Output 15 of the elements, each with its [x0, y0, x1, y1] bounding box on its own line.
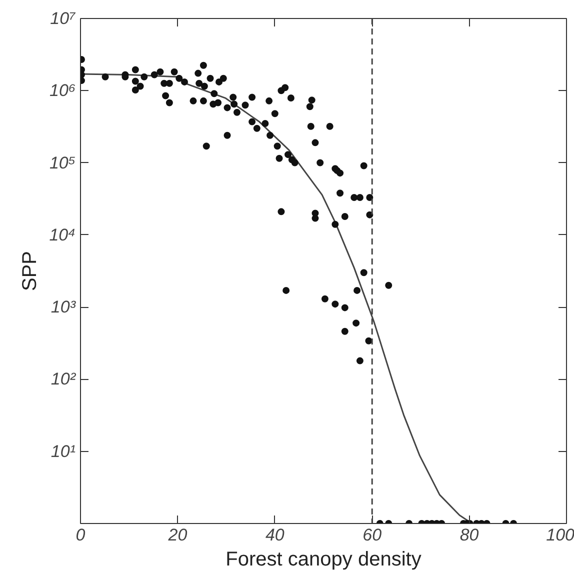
y-tick-label: 10² [50, 370, 77, 389]
x-tick-label: 80 [460, 526, 480, 544]
y-tick-label: 10⁷ [50, 9, 76, 28]
x-axis-title: Forest canopy density [226, 548, 422, 570]
x-tick-label: 40 [265, 526, 285, 544]
y-tick-label: 10¹ [50, 442, 76, 461]
y-tick-label: 10⁵ [49, 153, 76, 172]
y-tick-label: 10⁴ [49, 225, 76, 244]
x-tick-label: 20 [167, 526, 188, 544]
x-tick-label: 100 [546, 526, 574, 544]
y-axis-title: SPP [19, 250, 42, 292]
x-tick-label: 60 [362, 526, 382, 544]
x-tick-label: 0 [76, 526, 86, 544]
y-tick-label: 10³ [50, 298, 77, 317]
y-tick-label: 10⁶ [50, 81, 76, 100]
